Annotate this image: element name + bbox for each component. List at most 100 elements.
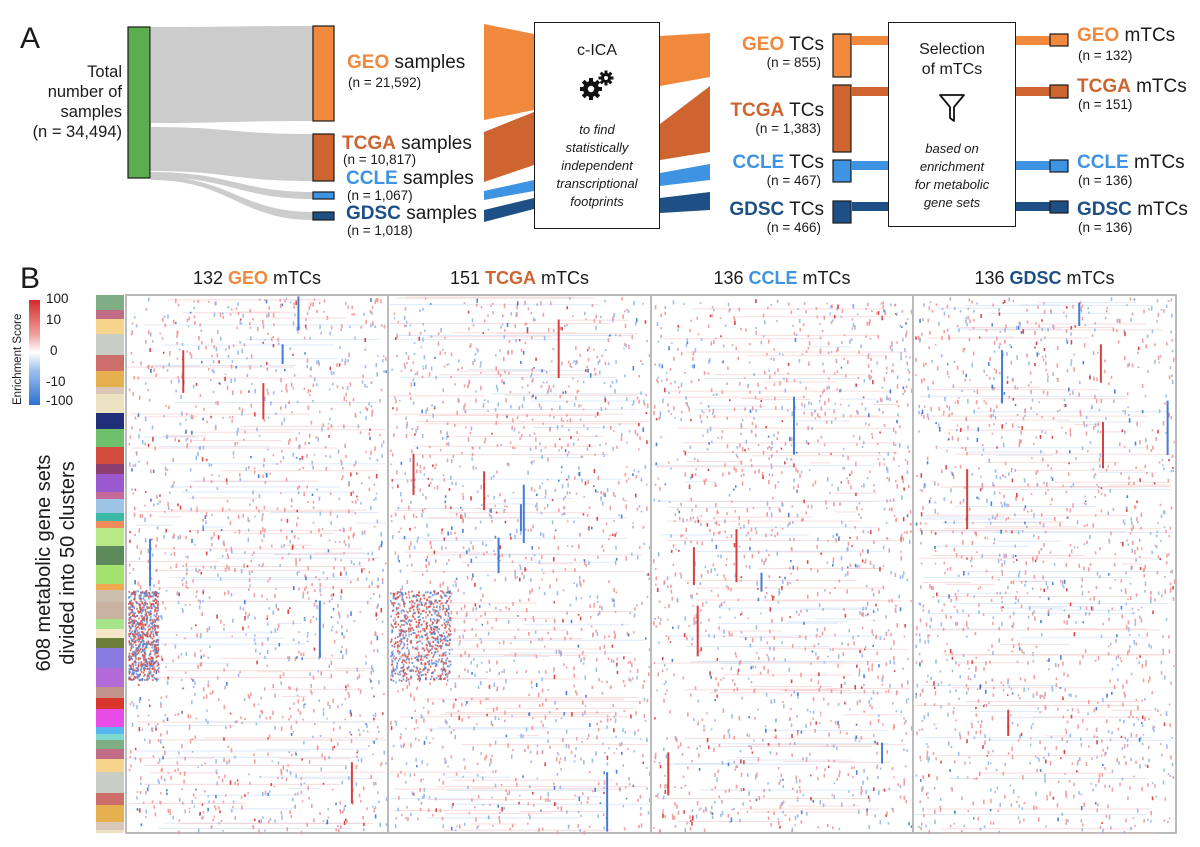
node-geo-mtcs: [1049, 33, 1069, 47]
cluster-strip-segment: [96, 638, 124, 648]
cluster-strip-segment: [96, 447, 124, 464]
ccle-name: CCLE: [346, 168, 398, 189]
cluster-strip-segment: [96, 822, 124, 830]
geo-col-suffix: mTCs: [273, 268, 322, 288]
node-tcga-mtcs: [1049, 84, 1069, 99]
band-gdsc-in: [484, 198, 534, 222]
flow-geo-sel-mtc: [1015, 36, 1051, 45]
band-tcga-in: [484, 112, 534, 182]
flow-total-tcga: [151, 127, 313, 181]
flow-total-gdsc: [151, 176, 313, 220]
selection-note2: enrichment: [919, 159, 985, 174]
gdsc-name: GDSC: [346, 203, 401, 224]
gdsc-col-count: 136: [974, 268, 1005, 288]
ccle-mtcs-name: CCLE: [1077, 152, 1129, 173]
colorbar-tick-10: 10: [46, 312, 62, 327]
cluster-strip-segment: [96, 371, 124, 387]
tcga-suffix: samples: [401, 133, 472, 154]
cluster-strip-segment: [96, 584, 124, 590]
cluster-strip-segment: [96, 355, 124, 371]
cica-box: c-ICA to find statistically independent …: [534, 22, 660, 229]
node-total: [127, 26, 151, 179]
node-ccle-tcs: [832, 159, 852, 183]
geo-tcs-suffix: TCs: [789, 34, 824, 55]
tcga-mtcs-n: (n = 151): [1078, 97, 1133, 112]
node-tcga-tcs: [832, 84, 852, 153]
gdsc-mtcs-name: GDSC: [1077, 199, 1132, 220]
cluster-strip-segment: [96, 474, 124, 492]
node-tcga-samples: [312, 133, 335, 182]
flow-total-geo: [151, 26, 313, 123]
ccle-tcs-n: (n = 467): [766, 173, 821, 188]
geo-samples-label: GEO samples: [347, 52, 465, 74]
geo-mtcs-n: (n = 132): [1078, 48, 1133, 63]
gdsc-col-suffix: mTCs: [1066, 268, 1115, 288]
tcga-col-suffix: mTCs: [541, 268, 590, 288]
cluster-strip-segment: [96, 565, 124, 584]
cluster-strip-segment: [96, 698, 124, 709]
tcga-samples-n: (n = 10,817): [343, 152, 417, 167]
gdsc-tcs-label: GDSC TCs: [700, 199, 824, 221]
cica-note5: footprints: [570, 194, 624, 209]
cluster-strip-segment: [96, 648, 124, 668]
cluster-strip-segment: [96, 295, 124, 310]
cluster-strip-segment: [96, 740, 124, 749]
cluster-strip-segment: [96, 687, 124, 698]
flow-gdsc-sel-mtc: [1015, 202, 1051, 211]
cluster-strip-segment: [96, 830, 124, 833]
geo-samples-n: (n = 21,592): [348, 75, 422, 90]
cluster-strip-segment: [96, 528, 124, 546]
gdsc-tcs-suffix: TCs: [789, 199, 824, 220]
tcga-samples-label: TCGA samples: [342, 133, 472, 155]
cluster-strip-segment: [96, 805, 124, 822]
filter-icon: [939, 94, 965, 122]
cluster-strip-segment: [96, 394, 124, 413]
ccle-tcs-name: CCLE: [732, 152, 785, 173]
cluster-strip-segment: [96, 668, 124, 687]
tcga-tcs-n: (n = 1,383): [755, 121, 821, 136]
geo-mtcs-label: GEO mTCs: [1077, 25, 1175, 47]
node-gdsc-tcs: [832, 200, 852, 224]
cluster-strip-segment: [96, 513, 124, 521]
tcga-col-count: 151: [449, 268, 480, 288]
gdsc-samples-label: GDSC samples: [346, 203, 477, 225]
flow-ccle-sel-mtc: [1015, 161, 1051, 170]
heatmap-panel: [125, 294, 389, 835]
tcga-name: TCGA: [342, 133, 396, 154]
flow-total-ccle: [151, 172, 313, 199]
cluster-strip-segment: [96, 492, 124, 499]
total-n: (n = 34,494): [32, 123, 122, 141]
cluster-strip-segment: [96, 629, 124, 638]
cluster-strip-segment: [96, 772, 124, 793]
ccle-samples-label: CCLE samples: [346, 168, 474, 190]
selection-note1: based on: [925, 141, 979, 156]
cica-note4: transcriptional: [556, 176, 638, 191]
cluster-strip-segment: [96, 749, 124, 759]
flow-geo-tc-sel: [852, 36, 888, 45]
ccle-col-suffix: mTCs: [802, 268, 851, 288]
tcga-tcs-name: TCGA: [730, 100, 785, 121]
band-ccle-out: [660, 164, 710, 186]
selection-title: Selection of mTCs: [889, 40, 1015, 80]
band-ccle-in: [484, 180, 534, 200]
ccle-mtcs-suffix: mTCs: [1134, 152, 1185, 173]
tcga-mtcs-label: TCGA mTCs: [1077, 76, 1187, 98]
heatmap-panel: [912, 294, 1177, 835]
cluster-strip-segment: [96, 387, 124, 394]
node-gdsc-mtcs: [1049, 200, 1069, 214]
ccle-samples-n: (n = 1,067): [347, 188, 413, 203]
selection-box: Selection of mTCs based on enrichment fo…: [888, 22, 1016, 227]
cica-note: to find statistically independent transc…: [535, 121, 659, 211]
band-gdsc-out: [660, 192, 710, 213]
ccle-mtcs-n: (n = 136): [1078, 173, 1133, 188]
gdsc-tcs-name: GDSC: [729, 199, 785, 220]
selection-note4: gene sets: [923, 195, 981, 210]
node-geo-tcs: [832, 33, 852, 78]
cluster-strip-segment: [96, 521, 124, 528]
cluster-strip-segment: [96, 727, 124, 734]
geo-tcs-name: GEO: [742, 34, 785, 55]
cica-note1: to find: [579, 122, 615, 137]
panel-b-letter: B: [20, 262, 41, 295]
flow-ccle-tc-sel: [852, 161, 888, 170]
